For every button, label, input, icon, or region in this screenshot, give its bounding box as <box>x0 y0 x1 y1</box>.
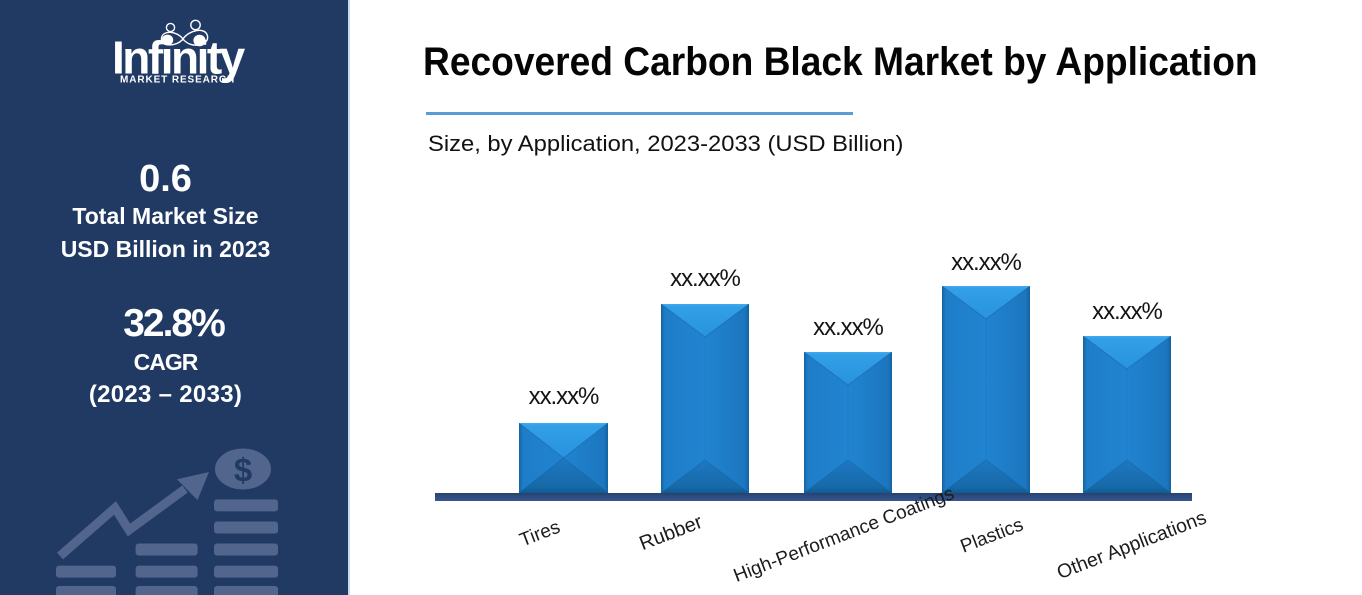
svg-text:Infinity: Infinity <box>112 32 246 84</box>
svg-text:MARKET RESEARCH: MARKET RESEARCH <box>120 75 235 86</box>
svg-text:$: $ <box>234 452 252 489</box>
